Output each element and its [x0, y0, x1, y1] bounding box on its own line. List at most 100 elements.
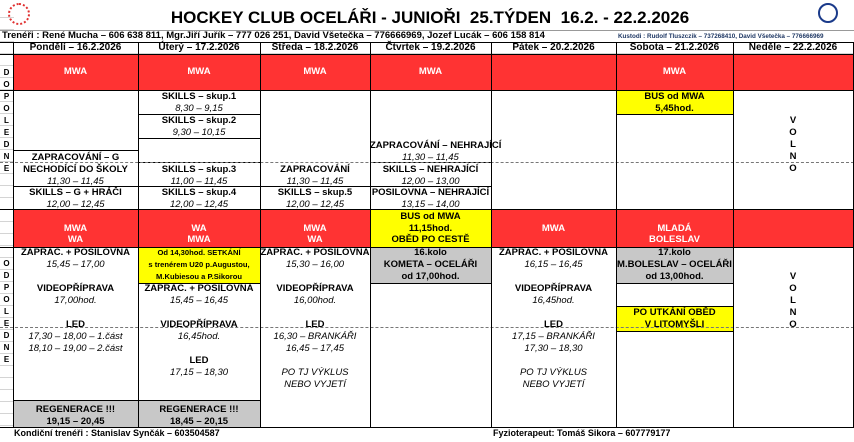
activity-line: M.BOLESLAV – OCELÁŘI — [617, 259, 732, 270]
column-border — [491, 42, 492, 428]
activity-line: s trenérem U20 p.Augustou, — [148, 260, 250, 269]
volno-letter: L — [790, 295, 796, 306]
activity-line: PO UTKÁNÍ OBĚD — [633, 307, 716, 318]
morning-bus-cell — [13, 54, 138, 90]
side-label-morning: O — [3, 104, 10, 113]
side-label-afternoon: N — [3, 343, 10, 352]
activity-line: 16,45 – 17,45 — [285, 343, 345, 354]
afternoon-bus-label: MWA — [303, 223, 327, 234]
activity-line: 11,30 – 11,45 — [47, 176, 104, 187]
conditioning-coach: Kondiční trenéři : Stanislav Synčák – 60… — [14, 428, 220, 438]
afternoon-bus-label: WA — [307, 234, 323, 245]
afternoon-bus-cell — [138, 209, 260, 247]
activity-line: M.Kubiesou a P.Sikorou — [156, 272, 242, 281]
activity-line: 16,30 – BRANKÁŘI — [273, 331, 357, 342]
activity-line: BUS od MWA — [644, 91, 705, 102]
side-label-morning: O — [3, 80, 10, 89]
morning-bus-label: MWA — [418, 66, 443, 77]
afternoon-bus-label: MWA — [63, 223, 88, 234]
day-header: Pátek – 20.2.2026 — [512, 42, 595, 53]
activity-line: REGENERACE !!! — [35, 404, 116, 415]
section-border — [0, 54, 854, 55]
side-label-morning: E — [3, 164, 10, 173]
activity-line: 13,15 – 14,00 — [401, 199, 460, 210]
activity-line: PO TJ VÝKLUS — [519, 367, 588, 378]
match-cell — [616, 247, 733, 283]
afternoon-bus-label: WA — [67, 234, 84, 245]
morning-bus-cell — [491, 54, 616, 90]
club-logo-left — [8, 3, 30, 25]
side-label-afternoon: O — [3, 295, 10, 304]
cell-border — [138, 138, 260, 139]
activity-line: REGENERACE !!! — [159, 404, 239, 415]
column-border — [13, 42, 14, 428]
activity-line: ZAPRAC. + POSILOVNA — [21, 247, 130, 258]
activity-line: 15,45 – 17,00 — [46, 259, 105, 270]
match-cell — [370, 247, 491, 283]
side-label-morning: D — [3, 140, 10, 149]
afternoon-bus-label: BOLESLAV — [648, 234, 701, 245]
activity-line: SKILLS – skup.4 — [161, 187, 237, 198]
activity-line: 18,10 – 19,00 – 2.část — [28, 343, 123, 354]
afternoon-bus-label: MWA — [541, 223, 566, 234]
morning-bus-label: MWA — [187, 66, 211, 77]
volno-letter: L — [790, 139, 796, 150]
column-border — [260, 42, 261, 428]
activity-line: 17,00hod. — [54, 295, 97, 306]
activity-line: KOMETA – OCELÁŘI — [383, 259, 478, 270]
morning-bus-label: MWA — [662, 66, 687, 77]
activity-line: 5,45hod. — [655, 103, 694, 114]
morning-bus-label: MWA — [303, 66, 327, 77]
afternoon-bus-cell — [260, 209, 370, 247]
activity-line: 11,00 – 11,45 — [170, 176, 228, 187]
side-label-afternoon: L — [4, 307, 9, 316]
activity-line: 16,45hod. — [177, 331, 221, 342]
divider — [0, 42, 854, 43]
activity-line: 16,00hod. — [293, 295, 337, 306]
cell-border — [616, 306, 733, 307]
side-label-morning: L — [4, 116, 9, 125]
activity-line: VIDEOPŘÍPRAVA — [514, 283, 593, 294]
regeneration-cell — [138, 400, 260, 428]
column-border — [138, 42, 139, 428]
page-break-line — [0, 327, 854, 328]
activity-line: SKILLS – skup.1 — [161, 91, 237, 102]
section-border — [0, 209, 854, 210]
divider — [0, 30, 854, 31]
activity-line: 17.kolo — [658, 247, 691, 258]
activity-line: VIDEOPŘÍPRAVA — [160, 319, 238, 330]
regeneration-cell — [13, 400, 138, 428]
afternoon-bus-cell — [370, 209, 491, 247]
activity-line: 16.kolo — [414, 247, 447, 258]
afternoon-bus-label: OBĚD PO CESTĚ — [391, 234, 470, 245]
activity-line: 17,15 – BRANKÁŘI — [512, 331, 595, 342]
side-label-morning: E — [3, 128, 10, 137]
activity-line: 16,45hod. — [532, 295, 575, 306]
activity-line: 12,00 – 12,45 — [46, 199, 105, 210]
cell-border — [138, 400, 260, 401]
activity-line: NEBO VYJETÍ — [522, 379, 585, 390]
activity-line: SKILLS – skup.3 — [161, 164, 237, 175]
activity-line: 18,45 – 20,15 — [169, 416, 229, 427]
activity-line: SKILLS – skup.2 — [161, 115, 237, 126]
cell-border — [370, 283, 491, 284]
activity-line: SKILLS – G + HRÁČI — [29, 187, 122, 198]
day-header: Úterý – 17.2.2026 — [158, 42, 240, 53]
volno-letter: V — [789, 115, 797, 126]
afternoon-bus-label: WA — [191, 223, 207, 234]
trainers-line: Trenéři : René Mucha – 606 638 811, Mgr.… — [2, 30, 545, 41]
day-header: Čtvrtek – 19.2.2026 — [385, 42, 476, 53]
afternoon-bus-label: MWA — [187, 234, 211, 245]
activity-line: LED — [189, 355, 209, 366]
activity-line: 8,30 – 9,15 — [175, 103, 223, 114]
activity-line: od 13,00hod. — [645, 271, 704, 282]
cell-border — [13, 400, 138, 401]
activity-line: 11,30 – 11,45 — [286, 176, 344, 187]
cell-border — [616, 114, 733, 115]
physiotherapist: Fyzioterapeut: Tomáš Sikora – 607779177 — [493, 428, 671, 438]
afternoon-bus-cell — [733, 209, 853, 247]
activity-line: 15,45 – 16,45 — [169, 295, 229, 306]
activity-line: 17,30 – 18,00 – 1.část — [28, 331, 123, 342]
morning-bus-cell — [733, 54, 853, 90]
page-break-line — [0, 162, 854, 163]
